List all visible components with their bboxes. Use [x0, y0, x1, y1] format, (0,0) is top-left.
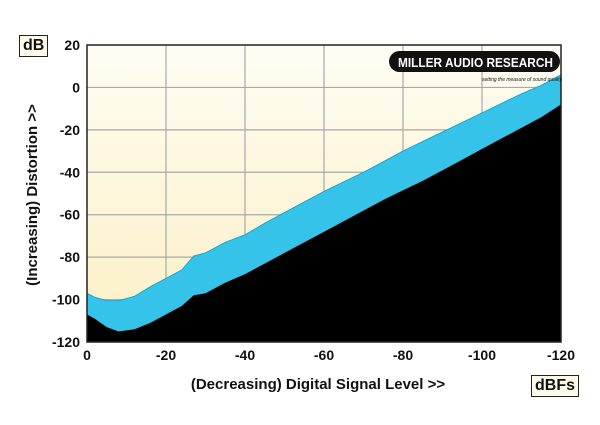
logo-tagline: setting the measure of sound quality [482, 77, 563, 83]
x-tick-label: -80 [393, 347, 413, 363]
distortion-band [87, 74, 561, 332]
x-axis-title: (Decreasing) Digital Signal Level >> [191, 376, 445, 393]
miller-audio-research-logo: MILLER AUDIO RESEARCH setting the measur… [389, 51, 563, 83]
y-tick-label: 20 [64, 37, 80, 53]
y-tick-label: -20 [60, 122, 80, 138]
x-tick-label: -60 [314, 347, 334, 363]
x-unit-label: dBFs [531, 375, 579, 397]
y-axis-title: (Increasing) Distortion >> [24, 104, 41, 286]
x-tick-label: -100 [468, 347, 496, 363]
y-unit-label: dB [19, 35, 49, 57]
x-tick-label: -120 [547, 347, 575, 363]
plot-frame [86, 44, 562, 343]
data-layer [86, 74, 562, 343]
y-tick-label: -100 [52, 292, 80, 308]
x-tick-label: -40 [235, 347, 255, 363]
tick-labels: 0 -20 -40 -60 -80 -100 -120 20 0 -20 -40 -60 -80 -100… [52, 37, 575, 363]
logo-text: MILLER AUDIO RESEARCH [398, 56, 553, 70]
x-tick-label: 0 [83, 347, 91, 363]
upper-trace [86, 74, 562, 302]
x-tick-label: -20 [156, 347, 176, 363]
y-tick-label: -80 [60, 249, 80, 265]
y-tick-label: 0 [72, 79, 80, 95]
y-tick-label: -40 [60, 164, 80, 180]
y-tick-label: -60 [60, 207, 80, 223]
noise-floor-fill [87, 104, 561, 343]
y-tick-label: -120 [52, 334, 80, 350]
